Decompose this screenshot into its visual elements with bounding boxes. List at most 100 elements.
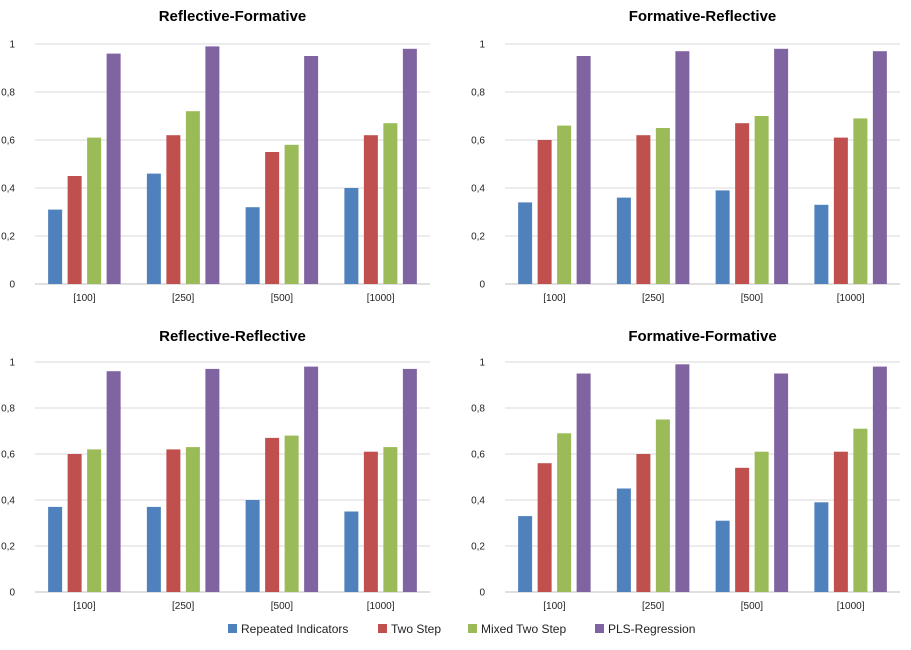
y-tick-label: 1 <box>9 40 15 51</box>
x-tick-label: [1000] <box>837 293 865 304</box>
chart-panel-3: Reflective-Reflective 0 0,2 0,4 0,6 0,8 1 [100]… <box>1 328 430 612</box>
bar <box>304 56 319 284</box>
bar <box>715 520 730 592</box>
bar <box>402 368 417 592</box>
bar <box>67 454 82 592</box>
bar <box>284 435 299 592</box>
x-tick-label: [1000] <box>837 601 865 612</box>
bar <box>402 48 417 284</box>
bar <box>518 202 533 284</box>
bar <box>284 144 299 284</box>
y-tick-label: 0,4 <box>1 184 15 195</box>
x-tick-label: [100] <box>73 293 95 304</box>
bar <box>87 137 102 284</box>
bar <box>344 511 359 592</box>
bar <box>537 140 552 284</box>
bar <box>616 488 631 592</box>
bar <box>735 467 750 592</box>
bar <box>205 46 220 285</box>
legend: Repeated Indicators Two Step Mixed Two Ste… <box>228 622 695 636</box>
y-tick-label: 1 <box>479 40 485 51</box>
y-tick-label: 0,8 <box>1 404 15 415</box>
bar <box>557 125 572 284</box>
bar <box>557 433 572 592</box>
legend-swatch <box>228 624 237 633</box>
bar <box>185 447 200 592</box>
bar <box>265 437 280 592</box>
bar <box>636 454 651 592</box>
x-tick-label: [500] <box>271 601 293 612</box>
bar <box>185 111 200 284</box>
y-tick-label: 1 <box>9 358 15 369</box>
bar <box>48 209 63 284</box>
bar <box>166 449 181 592</box>
legend-label: Two Step <box>391 622 441 636</box>
x-tick-label: [1000] <box>367 601 395 612</box>
bar <box>774 373 789 592</box>
x-tick-label: [500] <box>741 293 763 304</box>
x-tick-label: [100] <box>543 601 565 612</box>
y-tick-label: 0,8 <box>471 88 485 99</box>
bar <box>754 451 769 592</box>
chart-title: Formative-Formative <box>628 328 776 345</box>
y-tick-label: 0 <box>479 588 485 599</box>
bar <box>363 135 378 284</box>
bar <box>636 135 651 284</box>
x-tick-label: [500] <box>271 293 293 304</box>
y-tick-label: 0,2 <box>1 232 15 243</box>
legend-swatch <box>595 624 604 633</box>
chart-panel-4: Formative-Formative 0 0,2 0,4 0,6 0,8 1 [100] [2… <box>471 328 900 612</box>
x-tick-label: [100] <box>73 601 95 612</box>
bar <box>265 152 280 284</box>
bar <box>67 176 82 284</box>
y-tick-label: 0,2 <box>1 542 15 553</box>
x-tick-label: [250] <box>642 601 664 612</box>
chart-panel-2: Formative-Reflective 0 0,2 0,4 0,6 0,8 1 [100] [… <box>471 8 900 304</box>
x-tick-label: [100] <box>543 293 565 304</box>
y-tick-label: 0 <box>479 280 485 291</box>
y-tick-label: 0,4 <box>1 496 15 507</box>
bar <box>814 502 829 592</box>
y-tick-label: 0,8 <box>1 88 15 99</box>
bar <box>537 463 552 592</box>
bar <box>344 188 359 284</box>
bar <box>833 137 848 284</box>
y-tick-label: 0 <box>9 280 15 291</box>
chart-title: Reflective-Reflective <box>159 328 306 345</box>
y-tick-label: 0,6 <box>471 450 485 461</box>
bar <box>616 197 631 284</box>
y-tick-label: 0,2 <box>471 232 485 243</box>
bar <box>383 123 398 284</box>
bar <box>872 51 887 285</box>
bar <box>675 51 690 285</box>
chart-title: Reflective-Formative <box>159 8 307 25</box>
bar <box>774 48 789 284</box>
legend-swatch <box>378 624 387 633</box>
bar <box>675 364 690 592</box>
bar <box>814 204 829 284</box>
bar <box>245 207 260 284</box>
chart-panel-1: Reflective-Formative 0 0,2 0,4 0,6 0,8 1 [100] [… <box>1 8 430 304</box>
y-tick-label: 0,6 <box>471 136 485 147</box>
bar <box>245 500 260 592</box>
bar <box>576 373 591 592</box>
bar <box>106 371 121 592</box>
bar <box>833 451 848 592</box>
bar <box>48 506 63 592</box>
y-tick-label: 1 <box>479 358 485 369</box>
bar <box>655 419 670 592</box>
bar <box>304 366 319 592</box>
y-tick-label: 0,2 <box>471 542 485 553</box>
bar <box>655 128 670 284</box>
legend-label: Mixed Two Step <box>481 622 566 636</box>
bar <box>205 368 220 592</box>
x-tick-label: [250] <box>642 293 664 304</box>
bar <box>87 449 102 592</box>
bar <box>383 447 398 592</box>
chart-title: Formative-Reflective <box>629 8 777 25</box>
bar <box>735 123 750 284</box>
bar <box>518 516 533 592</box>
y-tick-label: 0,6 <box>1 450 15 461</box>
